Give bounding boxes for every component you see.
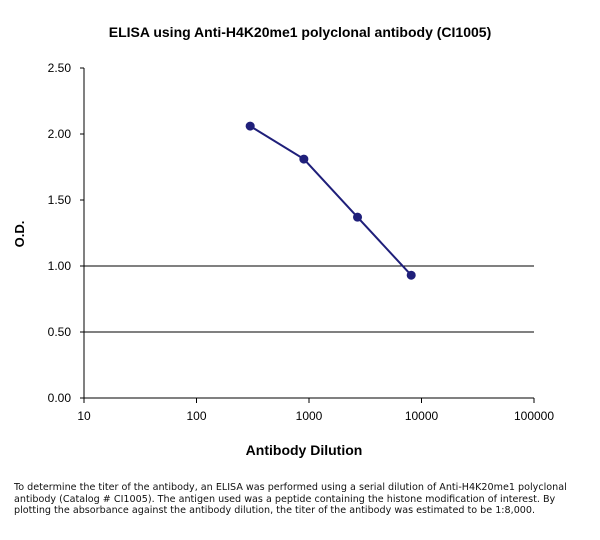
y-tick-label: 0.00 (48, 391, 72, 405)
x-tick-label: 100 (186, 409, 206, 423)
data-point (353, 212, 363, 222)
data-point (245, 121, 255, 131)
y-axis-label: O.D. (12, 221, 27, 248)
x-tick-label: 10 (77, 409, 91, 423)
y-tick-label: 1.50 (48, 193, 72, 207)
y-tick-label: 2.50 (48, 61, 72, 75)
x-axis-label: Antibody Dilution (246, 442, 363, 458)
x-tick-label: 1000 (296, 409, 323, 423)
x-tick-label: 10000 (405, 409, 439, 423)
y-tick-label: 1.00 (48, 259, 72, 273)
y-tick-label: 0.50 (48, 325, 72, 339)
figure-caption: To determine the titer of the antibody, … (14, 482, 567, 516)
y-tick-label: 2.00 (48, 127, 72, 141)
data-point (299, 154, 309, 164)
data-point (406, 270, 416, 280)
chart-plot-area: 0.00 0.50 1.00 1.50 2.00 2.50 10 100 1000 10000 1… (12, 61, 554, 458)
series-line (249, 125, 412, 276)
chart-title: ELISA using Anti-H4K20me1 polyclonal ant… (108, 24, 492, 40)
x-tick-label: 100000 (514, 409, 554, 423)
